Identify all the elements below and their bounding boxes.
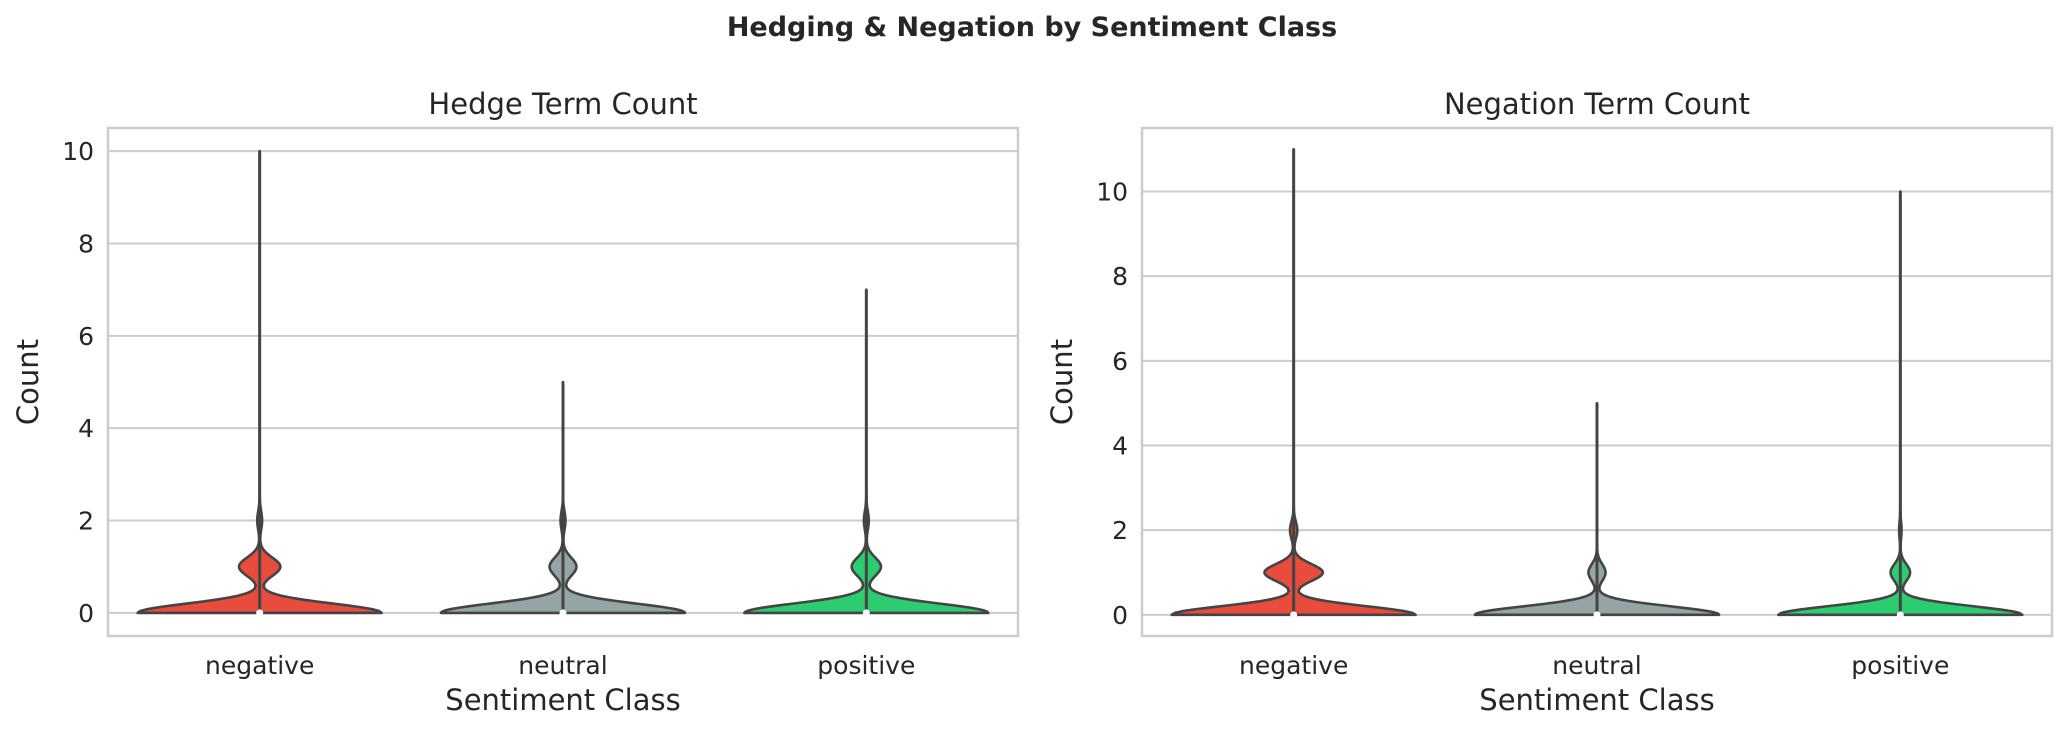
x-tick-label: neutral	[518, 651, 607, 680]
negation-violins	[1170, 147, 2024, 619]
negation-panel: 0 2 4 6 8 10 negative neutral positive Negation…	[1045, 87, 2054, 717]
median-negative	[256, 609, 264, 617]
x-tick-label: negative	[205, 651, 314, 680]
negation-y-ticks: 0 2 4 6 8 10	[1096, 178, 1128, 630]
y-tick-label: 2	[78, 507, 94, 536]
median-neutral	[559, 609, 567, 617]
median-positive	[1896, 611, 1904, 619]
y-tick-label: 4	[1112, 432, 1128, 461]
hedge-x-axis-label: Sentiment Class	[445, 683, 680, 717]
hedge-chart-title: Hedge Term Count	[428, 87, 697, 121]
median-neutral	[1593, 611, 1601, 619]
y-tick-label: 0	[78, 599, 94, 628]
x-tick-label: positive	[817, 651, 915, 680]
x-tick-label: neutral	[1552, 651, 1641, 680]
hedge-y-ticks: 0 2 4 6 8 10	[62, 137, 94, 628]
negation-x-axis-label: Sentiment Class	[1479, 683, 1714, 717]
negation-plot-frame	[1140, 126, 2054, 638]
hedge-plot-frame	[106, 126, 1020, 638]
negation-chart-title: Negation Term Count	[1444, 87, 1750, 121]
hedge-y-axis-label: Count	[11, 339, 45, 425]
figure-title: Hedging & Negation by Sentiment Class	[727, 12, 1337, 43]
x-tick-label: positive	[1851, 651, 1949, 680]
hedge-violins	[136, 149, 990, 617]
y-tick-label: 6	[78, 322, 94, 351]
y-tick-label: 10	[1096, 178, 1128, 207]
negation-x-ticks: negative neutral positive	[1239, 651, 1949, 680]
hedge-panel: 0 2 4 6 8 10 negative neutral positive Hedge Te…	[11, 87, 1020, 717]
hedge-x-ticks: negative neutral positive	[205, 651, 915, 680]
y-tick-label: 8	[1112, 262, 1128, 291]
median-positive	[862, 609, 870, 617]
negation-y-axis-label: Count	[1045, 339, 1079, 425]
y-tick-label: 6	[1112, 347, 1128, 376]
y-tick-label: 2	[1112, 516, 1128, 545]
y-tick-label: 10	[62, 137, 94, 166]
x-tick-label: negative	[1239, 651, 1348, 680]
y-tick-label: 8	[78, 229, 94, 258]
y-tick-label: 0	[1112, 601, 1128, 630]
y-tick-label: 4	[78, 414, 94, 443]
median-negative	[1290, 611, 1298, 619]
